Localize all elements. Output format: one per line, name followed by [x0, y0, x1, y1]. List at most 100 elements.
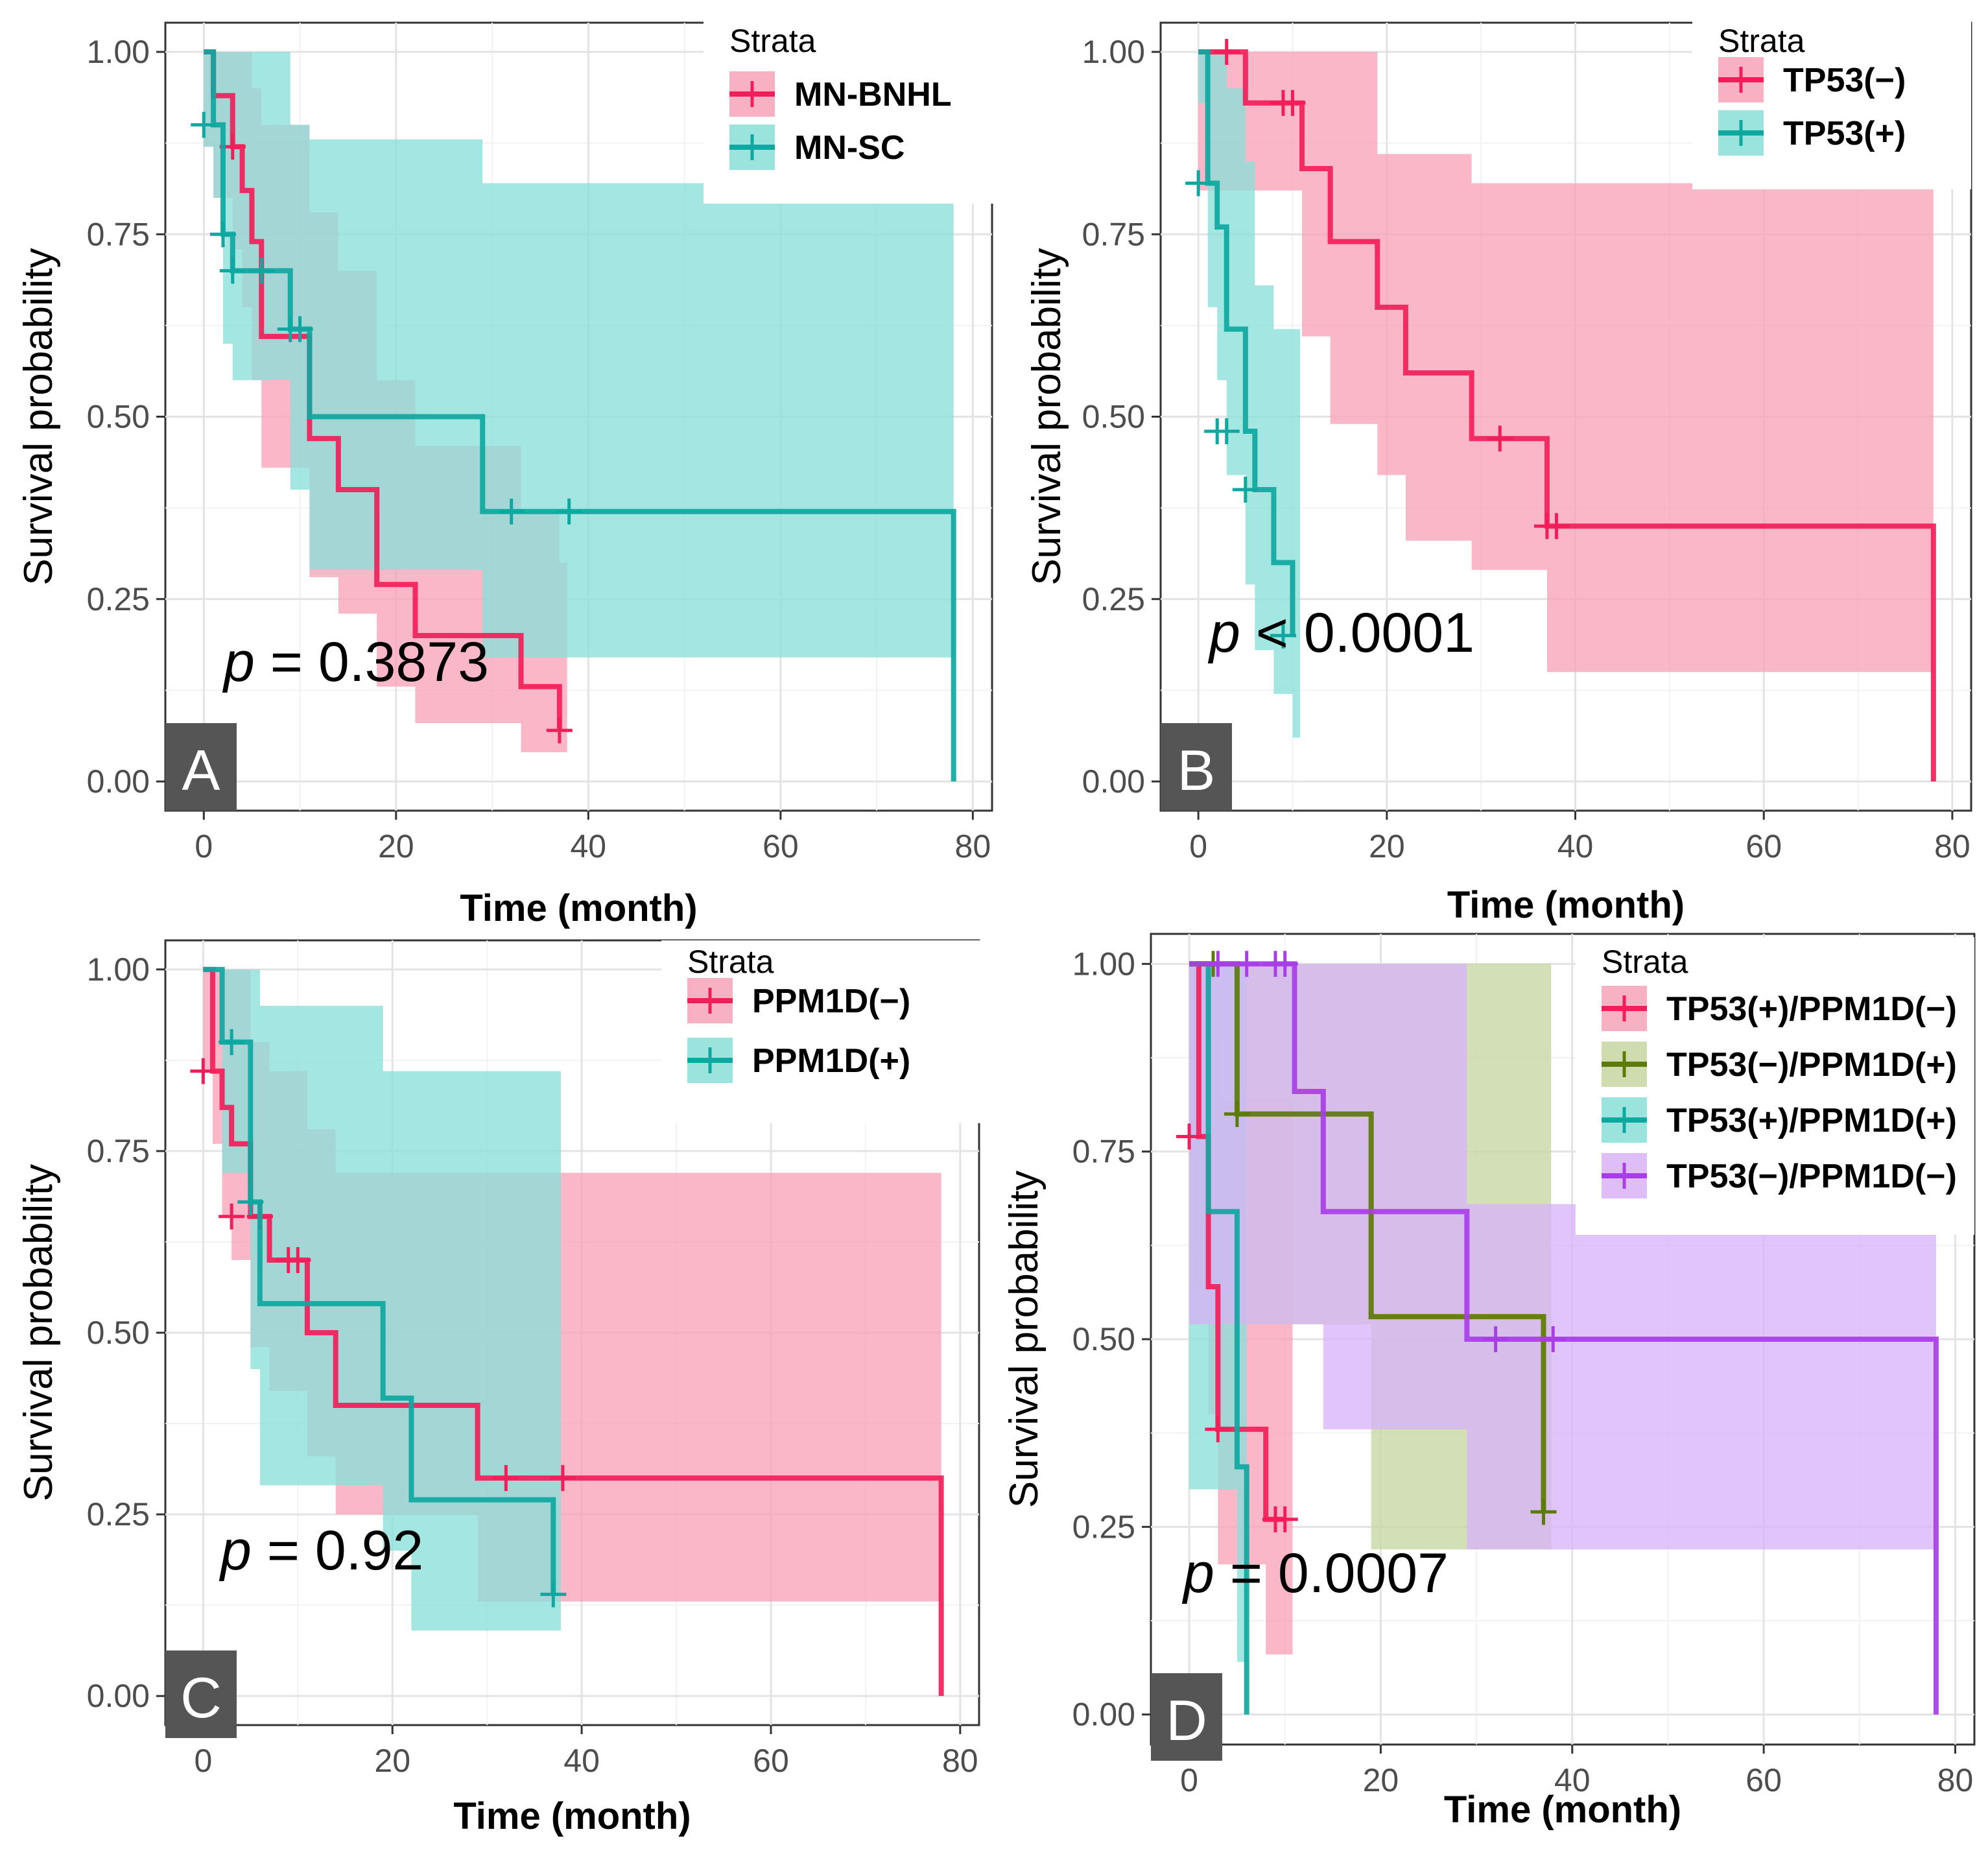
p-value-annotation: p = 0.92: [219, 1519, 423, 1582]
censor-mark: [498, 498, 525, 525]
censor-mark: [209, 221, 236, 248]
panel-letter-badge: [165, 1651, 237, 1738]
y-tick-label: 1.00: [87, 34, 150, 70]
y-tick-label: 0.25: [1082, 581, 1145, 617]
legend-title: Strata: [1602, 944, 1688, 980]
censor-mark: [1540, 1326, 1567, 1352]
legend: Strata MN-BNHL MN-SC: [704, 19, 1008, 204]
x-tick-label: 20: [378, 828, 414, 864]
y-tick-label: 1.00: [87, 951, 150, 988]
axes: 0 20 40 60 80 0.00 0.25 0.50 0.75 1.00 Time (month…: [1024, 34, 1970, 926]
panel-letter-badge: [165, 723, 237, 811]
x-tick-label: 0: [194, 1743, 212, 1779]
y-tick-label: 0.75: [1082, 216, 1145, 252]
legend: Strata TP53(+)/PPM1D(−) TP53(−)/PPM1D(+) TP…: [1576, 937, 1974, 1235]
censor-mark: [493, 1465, 519, 1492]
confidence-bands: [203, 969, 941, 1631]
panel-letter: D: [1166, 1688, 1207, 1752]
x-axis-title: Time (month): [1447, 884, 1685, 926]
censor-mark: [540, 1581, 567, 1608]
p-value-text: < 0.0001: [1240, 602, 1474, 664]
p-value-text: = 0.92: [252, 1519, 423, 1582]
censor-mark: [1233, 951, 1260, 977]
y-tick-label: 0.25: [87, 581, 150, 617]
panel-d: 0 20 40 60 80 0.00 0.25 0.50 0.75 1.00 Time (month…: [1002, 933, 1976, 1831]
legend-background: [1692, 19, 1971, 189]
censor-mark: [1205, 951, 1231, 977]
p-value-annotation: p = 0.3873: [222, 631, 489, 693]
y-tick-label: 0.00: [87, 763, 150, 800]
confidence-bands: [1198, 52, 1934, 738]
legend-label: TP53(+): [1783, 115, 1906, 152]
p-value-text: = 0.0007: [1214, 1542, 1449, 1604]
p-value-symbol: p: [1207, 602, 1240, 664]
censor-mark: [219, 257, 246, 284]
survival-curve: [1189, 961, 1939, 1715]
censor-mark: [191, 112, 217, 138]
legend-background: [661, 940, 982, 1123]
survival-curves: [1176, 951, 1939, 1715]
legend-title: Strata: [1718, 23, 1805, 59]
y-tick-label: 0.50: [87, 399, 150, 435]
x-tick-label: 80: [955, 828, 991, 864]
censor-mark: [1272, 1506, 1298, 1532]
panel-letter-badge: [1151, 1673, 1222, 1761]
legend-label: TP53(+)/PPM1D(−): [1666, 990, 1957, 1028]
x-tick-label: 0: [195, 828, 213, 864]
legend-label: MN-SC: [794, 129, 905, 167]
panel-letter: B: [1177, 738, 1216, 802]
p-value-symbol: p: [1181, 1542, 1214, 1604]
legend-label: TP53(−)/PPM1D(+): [1666, 1046, 1957, 1084]
y-tick-label: 0.00: [1082, 763, 1145, 800]
censor-mark: [287, 316, 313, 342]
survival-curves: [190, 966, 944, 1697]
x-tick-label: 40: [571, 828, 607, 864]
survival-curves: [191, 49, 956, 781]
ci-band: [203, 969, 561, 1631]
x-tick-label: 80: [1937, 1762, 1974, 1798]
censor-mark: [237, 1189, 264, 1215]
censor-mark: [1487, 425, 1513, 452]
censor-mark: [546, 717, 573, 744]
censor-mark: [248, 257, 275, 284]
legend-label: TP53(−): [1783, 62, 1906, 99]
y-tick-label: 1.00: [1082, 34, 1145, 70]
legend-label: TP53(+)/PPM1D(+): [1666, 1102, 1957, 1139]
censor-mark: [1543, 513, 1570, 540]
p-value-symbol: p: [219, 1519, 252, 1582]
x-tick-label: 60: [1745, 828, 1782, 864]
censor-mark: [219, 1203, 245, 1230]
x-tick-label: 60: [1745, 1762, 1782, 1798]
censor-mark: [1232, 477, 1259, 503]
p-value-annotation: p = 0.0007: [1181, 1542, 1449, 1604]
censor-mark: [1176, 1123, 1203, 1150]
ci-band: [1189, 964, 1936, 1550]
y-tick-label: 0.75: [87, 1133, 150, 1169]
panel-letter: C: [180, 1665, 222, 1730]
x-axis-title: Time (month): [460, 887, 697, 929]
censor-mark: [1279, 89, 1306, 116]
x-tick-label: 40: [563, 1743, 600, 1779]
censor-mark: [1213, 39, 1240, 65]
y-tick-label: 0.50: [1082, 399, 1145, 435]
p-value-text: = 0.3873: [255, 631, 489, 693]
y-tick-label: 0.00: [1072, 1697, 1135, 1733]
censor-mark: [285, 1246, 311, 1273]
y-axis-title: Survival probability: [16, 248, 61, 585]
survival-curve: [1189, 961, 1285, 1522]
censor-mark: [1205, 1416, 1231, 1442]
x-tick-label: 20: [1369, 828, 1405, 864]
panel-letter-badge: [1161, 723, 1232, 811]
survival-curves: [1185, 39, 1936, 781]
x-tick-label: 60: [763, 828, 799, 864]
y-tick-label: 0.50: [87, 1315, 150, 1351]
axes: 0 20 40 60 80 0.00 0.25 0.50 0.75 1.00 Time (month…: [16, 34, 991, 929]
x-axis-title: Time (month): [1444, 1789, 1681, 1831]
censor-mark: [1213, 418, 1240, 444]
panel-c: 0 20 40 60 80 0.00 0.25 0.50 0.75 1.00 Time (month…: [16, 939, 982, 1837]
censor-mark: [219, 1029, 245, 1055]
x-tick-label: 40: [1554, 1762, 1591, 1798]
